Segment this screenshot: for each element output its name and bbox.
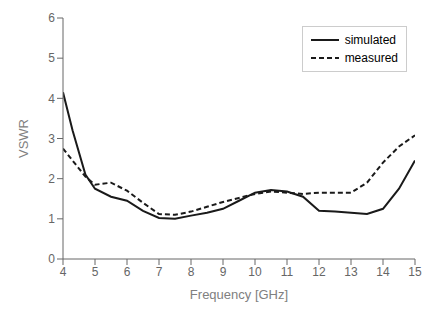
svg-text:VSWR: VSWR xyxy=(16,119,31,158)
svg-text:3: 3 xyxy=(48,132,55,146)
svg-text:1: 1 xyxy=(48,212,55,226)
svg-text:12: 12 xyxy=(312,265,326,279)
svg-text:14: 14 xyxy=(376,265,390,279)
svg-text:6: 6 xyxy=(48,11,55,25)
svg-text:8: 8 xyxy=(188,265,195,279)
svg-text:9: 9 xyxy=(220,265,227,279)
svg-text:11: 11 xyxy=(281,265,294,279)
html-text:measured: measured xyxy=(344,51,398,65)
svg-text:0: 0 xyxy=(48,252,55,266)
svg-text:4: 4 xyxy=(60,265,67,279)
svg-text:4: 4 xyxy=(48,92,55,106)
html-text:simulated: simulated xyxy=(344,33,396,47)
svg-text:13: 13 xyxy=(344,265,358,279)
svg-text:5: 5 xyxy=(48,51,55,65)
svg-text:6: 6 xyxy=(124,265,131,279)
svg-text:15: 15 xyxy=(408,265,422,279)
svg-text:2: 2 xyxy=(48,172,55,186)
svg-text:5: 5 xyxy=(92,265,99,279)
svg-text:7: 7 xyxy=(156,265,163,279)
svg-text:Frequency [GHz]: Frequency [GHz] xyxy=(190,287,288,302)
svg-text:10: 10 xyxy=(248,265,262,279)
